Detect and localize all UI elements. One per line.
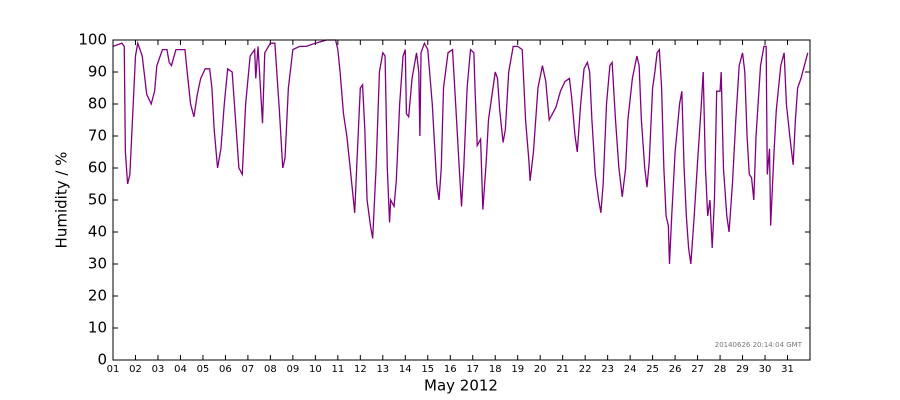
y-tick-label: 100 [78,31,107,49]
y-tick-label: 60 [88,159,107,177]
x-tick-label: 23 [601,364,614,375]
x-tick-label: 17 [466,364,479,375]
y-tick-label: 50 [88,191,107,209]
x-tick-label: 06 [219,364,232,375]
timestamp: 20140626 20:14:04 GMT [715,341,803,349]
x-tick-label: 04 [174,364,187,375]
x-tick-label: 16 [444,364,457,375]
x-tick-label: 31 [781,364,794,375]
x-tick-label: 01 [107,364,120,375]
x-tick-label: 28 [714,364,727,375]
x-tick-label: 18 [489,364,502,375]
y-tick-label: 10 [88,319,107,337]
x-tick-label: 29 [736,364,749,375]
y-tick-label: 0 [97,351,107,369]
plot-frame [112,39,811,361]
x-tick-label: 27 [691,364,704,375]
y-tick-label: 70 [88,127,107,145]
y-tick-label: 30 [88,255,107,273]
humidity-line [112,39,809,265]
y-tick-label: 90 [88,63,107,81]
x-tick-label: 19 [511,364,524,375]
x-tick-label: 07 [242,364,255,375]
x-tick-label: 26 [669,364,682,375]
x-tick-label: 30 [759,364,772,375]
x-tick-label: 11 [331,364,344,375]
y-tick-label: 80 [88,95,107,113]
x-tick-label: 21 [556,364,569,375]
x-tick-label: 12 [354,364,367,375]
x-tick-label: 20 [534,364,547,375]
y-tick-label: 40 [88,223,107,241]
x-tick-label: 14 [399,364,412,375]
x-tick-label: 09 [287,364,300,375]
x-tick-label: 10 [309,364,322,375]
x-tick-label: 02 [129,364,142,375]
x-tick-label: 13 [376,364,389,375]
x-tick-label: 22 [579,364,592,375]
x-tick-label: 24 [624,364,637,375]
y-tick-label: 20 [88,287,107,305]
x-tick-label: 25 [646,364,659,375]
x-tick-label: 15 [421,364,434,375]
y-axis-label: Humidity / % [53,152,71,249]
x-tick-label: 08 [264,364,277,375]
x-axis-label: May 2012 [424,377,498,395]
x-tick-label: 03 [152,364,165,375]
x-tick-label: 05 [197,364,210,375]
